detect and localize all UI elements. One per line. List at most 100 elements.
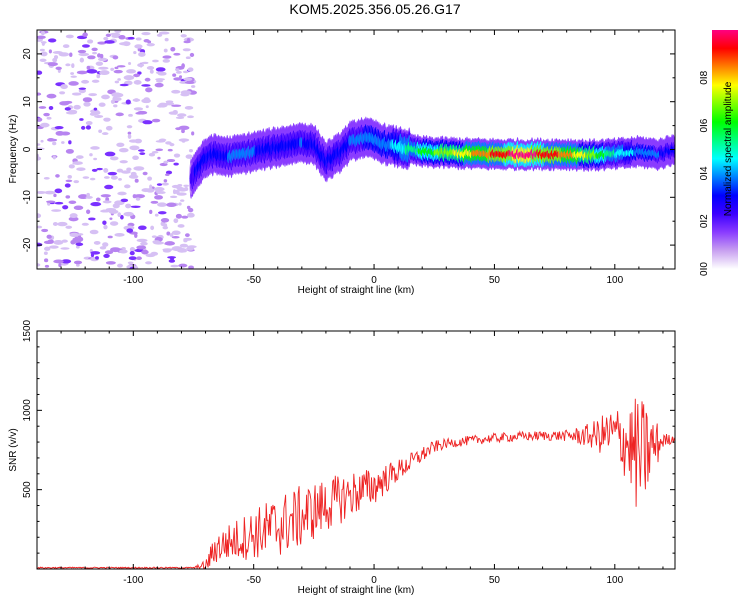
- noise-speckle: [114, 30, 122, 34]
- noise-speckle: [133, 73, 140, 78]
- noise-speckle: [172, 73, 177, 77]
- noise-speckle: [112, 203, 120, 209]
- noise-speckle: [40, 139, 44, 143]
- noise-speckle: [127, 134, 132, 139]
- noise-speckle: [138, 51, 146, 57]
- noise-speckle: [40, 41, 47, 44]
- noise-speckle: [136, 256, 142, 260]
- noise-speckle: [135, 111, 144, 115]
- noise-speckle: [156, 33, 163, 37]
- noise-speckle: [181, 215, 189, 219]
- noise-speckle: [78, 87, 87, 90]
- noise-speckle: [140, 241, 148, 246]
- noise-speckle: [117, 191, 127, 196]
- noise-speckle: [145, 87, 153, 93]
- noise-speckle: [171, 104, 182, 107]
- noise-speckle: [88, 93, 98, 97]
- snr-y-label: SNR (v/v): [8, 428, 19, 471]
- noise-speckle: [110, 99, 115, 104]
- noise-speckle: [163, 48, 168, 53]
- noise-speckle: [112, 97, 122, 102]
- noise-speckle: [120, 214, 124, 220]
- noise-speckle: [100, 194, 111, 198]
- noise-speckle: [97, 41, 107, 45]
- noise-speckle: [129, 247, 136, 252]
- noise-speckle: [73, 180, 80, 184]
- noise-speckle: [130, 205, 141, 209]
- noise-speckle: [173, 52, 181, 56]
- noise-speckle: [166, 202, 177, 208]
- noise-speckle: [137, 63, 145, 68]
- noise-speckle: [191, 131, 195, 136]
- noise-speckle: [155, 78, 165, 81]
- noise-speckle: [95, 61, 104, 66]
- noise-speckle: [101, 209, 108, 213]
- noise-speckle: [109, 217, 113, 220]
- noise-speckle: [158, 138, 167, 142]
- noise-speckle: [170, 264, 179, 268]
- noise-speckle: [157, 211, 167, 215]
- noise-speckle: [173, 153, 181, 158]
- noise-speckle: [46, 93, 57, 99]
- noise-speckle: [53, 193, 57, 198]
- noise-speckle: [40, 122, 50, 128]
- noise-speckle: [126, 228, 134, 233]
- noise-speckle: [105, 207, 117, 212]
- noise-speckle: [170, 46, 176, 52]
- x-tick-label: -50: [246, 275, 261, 286]
- noise-speckle: [55, 66, 62, 71]
- noise-speckle: [115, 112, 124, 117]
- noise-speckle: [89, 229, 99, 235]
- snr-panel: -100 -50 0 50 100 500 1000 1500 Height of strai…: [8, 319, 676, 596]
- noise-speckle: [125, 99, 131, 105]
- noise-speckle: [133, 80, 142, 85]
- noise-speckle: [148, 152, 156, 157]
- noise-speckle: [178, 138, 190, 142]
- noise-speckle: [109, 156, 119, 161]
- noise-speckle: [155, 148, 164, 152]
- noise-speckle: [62, 44, 70, 49]
- noise-speckle: [114, 66, 119, 70]
- noise-speckle: [51, 209, 62, 212]
- colorbar-label: Normalized spectral amplitude: [723, 81, 734, 216]
- noise-speckle: [173, 162, 179, 166]
- noise-speckle: [145, 261, 152, 265]
- x-tick-label: 0: [371, 275, 377, 286]
- noise-speckle: [183, 238, 188, 243]
- noise-speckle: [173, 218, 179, 224]
- noise-speckle: [176, 192, 187, 196]
- noise-speckle: [164, 37, 169, 42]
- noise-speckle: [41, 228, 49, 233]
- noise-speckle: [120, 198, 129, 203]
- noise-speckle: [98, 129, 103, 134]
- noise-speckle: [156, 104, 164, 108]
- noise-speckle: [43, 251, 48, 255]
- noise-speckle: [166, 158, 176, 163]
- noise-speckle: [133, 166, 145, 171]
- noise-speckle: [143, 97, 150, 102]
- noise-speckle: [178, 202, 182, 206]
- noise-speckle: [126, 125, 133, 129]
- noise-speckle: [86, 69, 98, 74]
- noise-speckle: [81, 79, 90, 84]
- noise-speckle: [68, 216, 79, 222]
- colorbar-ticks: 0.0 0.2 0.4 0.6 0.8: [699, 70, 710, 276]
- noise-speckle: [37, 242, 43, 247]
- noise-speckle: [52, 51, 63, 54]
- noise-speckle: [164, 241, 176, 246]
- noise-speckle: [141, 249, 149, 255]
- noise-speckle: [86, 209, 91, 215]
- noise-speckle: [150, 251, 159, 256]
- noise-speckle: [37, 263, 41, 267]
- noise-speckle: [126, 82, 133, 85]
- noise-speckle: [37, 70, 43, 75]
- noise-speckle: [117, 263, 123, 268]
- noise-speckle: [135, 37, 142, 41]
- noise-speckle: [158, 31, 170, 35]
- noise-speckle: [110, 67, 115, 71]
- noise-speckle: [118, 178, 122, 181]
- noise-speckle: [152, 59, 159, 63]
- noise-speckle: [103, 253, 110, 258]
- noise-speckle: [134, 44, 143, 49]
- noise-speckle: [150, 225, 155, 231]
